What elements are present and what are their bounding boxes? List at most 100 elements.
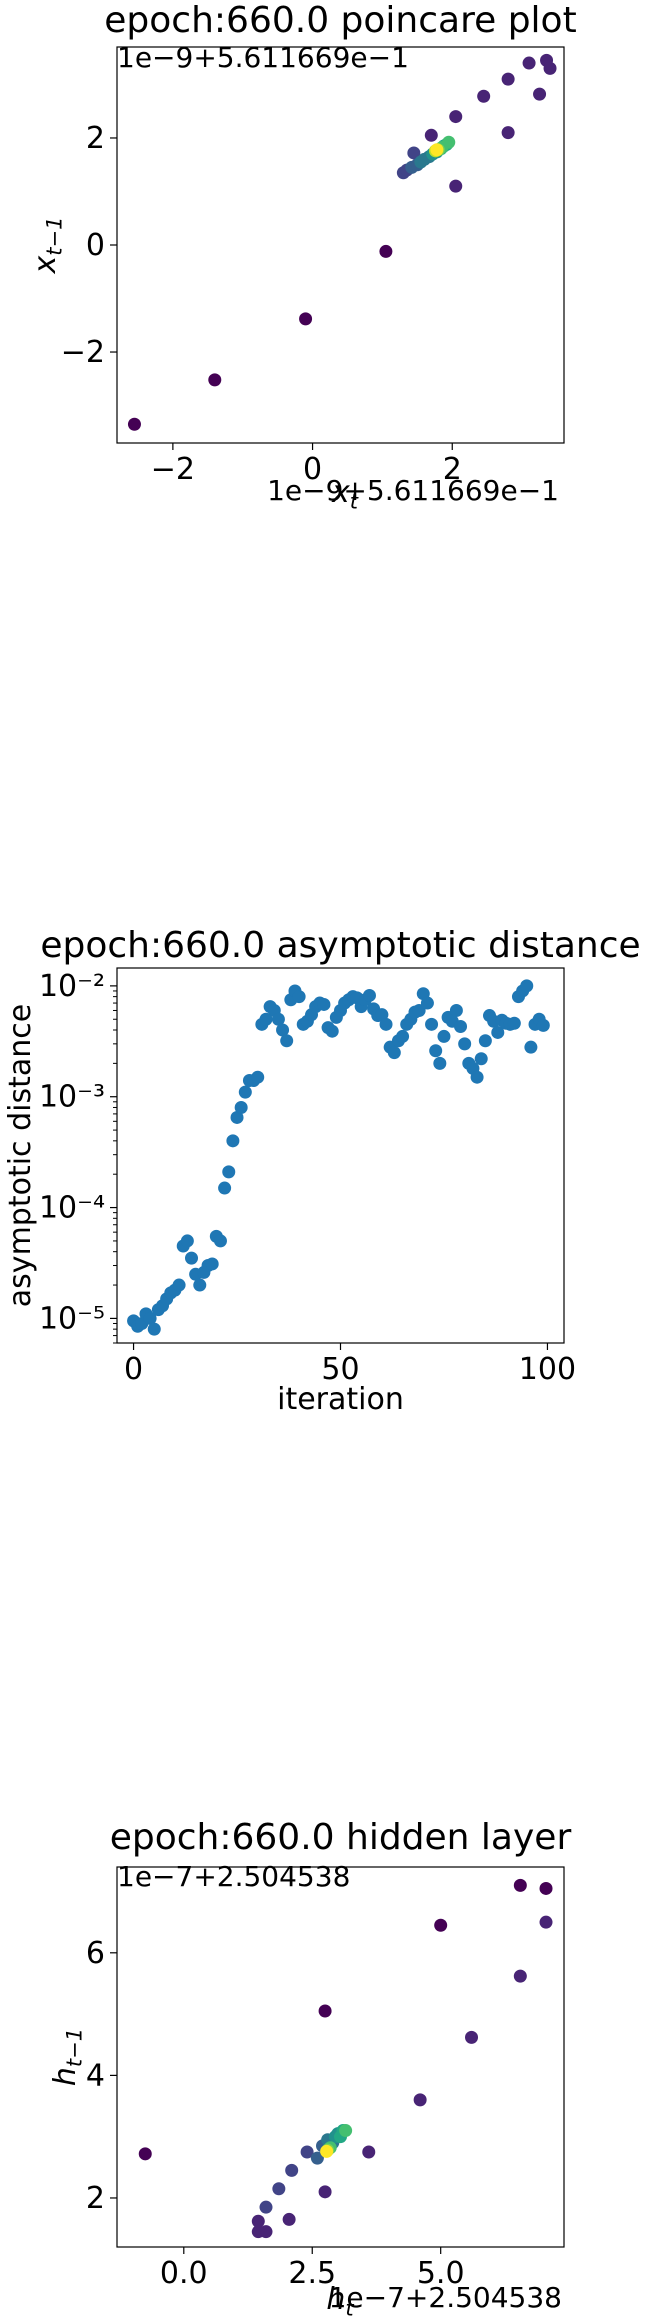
scatter-point xyxy=(317,997,331,1011)
scatter-point xyxy=(522,56,536,70)
scatter-point xyxy=(180,1234,194,1248)
scatter-point xyxy=(434,1918,448,1932)
scatter-point xyxy=(205,1257,219,1271)
scatter-point xyxy=(310,2151,324,2165)
chart-title: epoch:660.0 asymptotic distance xyxy=(40,925,640,966)
y-tick-label: 10⁻² xyxy=(39,969,105,1004)
scatter-point xyxy=(477,89,491,103)
scatter-point xyxy=(520,979,534,993)
y-tick-label: 2 xyxy=(86,121,105,156)
x-offset-label: 1e−7+2.504538 xyxy=(329,2281,562,2314)
y-tick-label: 10⁻⁵ xyxy=(39,1301,105,1336)
y-axis-label: xt−1 xyxy=(28,217,66,275)
scatter-point xyxy=(147,1322,161,1336)
x-tick-label: 0 xyxy=(303,452,322,487)
scatter-point xyxy=(238,1085,252,1099)
scatter-point xyxy=(230,1110,244,1124)
scatter-point xyxy=(318,2004,332,2018)
scatter-point xyxy=(213,1234,227,1248)
scatter-point xyxy=(320,2144,334,2158)
scatter-point xyxy=(127,417,141,431)
y-tick-label: 2 xyxy=(86,2181,105,2216)
scatter-point xyxy=(280,1034,294,1048)
y-tick-label: −2 xyxy=(61,335,105,370)
scatter-point xyxy=(437,1029,451,1043)
x-offset-label: 1e−9+5.611669e−1 xyxy=(267,474,559,507)
scatter-point xyxy=(259,1012,273,1026)
scatter-point xyxy=(433,1056,447,1070)
scatter-point xyxy=(185,1251,198,1265)
scatter-point xyxy=(218,1181,232,1195)
scatter-point xyxy=(501,72,515,86)
scatter-point xyxy=(282,2212,296,2226)
y-tick-label: 10⁻³ xyxy=(39,1080,105,1115)
scatter-point xyxy=(425,1017,439,1031)
chart-title: epoch:660.0 poincare plot xyxy=(104,0,576,41)
scatter-point xyxy=(271,1012,285,1026)
scatter-point xyxy=(449,1003,463,1017)
scatter-point xyxy=(407,146,421,160)
x-axis-label: iteration xyxy=(277,1382,404,1417)
scatter-point xyxy=(478,1034,492,1048)
scatter-point xyxy=(449,179,463,193)
scatter-point xyxy=(513,1969,527,1983)
scatter-point xyxy=(285,2163,299,2177)
scatter-point xyxy=(251,2214,265,2228)
y-offset-label: 1e−9+5.611669e−1 xyxy=(117,41,409,74)
scatter-point xyxy=(379,244,393,258)
scatter-point xyxy=(413,2093,427,2107)
x-tick-label: 5.0 xyxy=(417,2256,465,2291)
scatter-point xyxy=(208,373,222,387)
scatter-point xyxy=(387,1046,401,1060)
scatter-point xyxy=(501,126,515,140)
scatter-point xyxy=(362,2145,376,2159)
x-tick-label: 2 xyxy=(443,452,462,487)
scatter-point xyxy=(543,61,557,75)
scatter-point xyxy=(251,1070,265,1084)
scatter-point xyxy=(536,1018,550,1032)
scatter-point xyxy=(513,1878,527,1892)
scatter-points xyxy=(138,1878,553,2239)
y-axis-label: ht−1 xyxy=(48,2028,86,2086)
scatter-point xyxy=(491,1025,505,1039)
x-axis-label: xt xyxy=(331,475,359,513)
scatter-point xyxy=(259,2200,273,2214)
scatter-points xyxy=(127,53,557,431)
x-tick-label: 2.5 xyxy=(288,2256,336,2291)
scatter-point xyxy=(449,110,463,124)
scatter-point xyxy=(524,1040,538,1054)
scatter-point xyxy=(234,1100,248,1114)
scatter-point xyxy=(539,1915,553,1929)
scatter-point xyxy=(193,1278,207,1292)
scatter-point xyxy=(420,996,434,1010)
x-tick-label: 0.0 xyxy=(160,2256,208,2291)
x-tick-label: 0 xyxy=(124,1352,143,1387)
scatter-point xyxy=(474,1052,488,1066)
scatter-points xyxy=(127,979,550,1336)
scatter-point xyxy=(299,312,313,326)
plot-area xyxy=(116,46,565,444)
scatter-point xyxy=(172,1278,186,1292)
scatter-point xyxy=(458,1037,472,1051)
scatter-point xyxy=(300,2145,314,2159)
y-tick-label: 4 xyxy=(86,2058,105,2093)
scatter-point xyxy=(424,128,438,142)
y-axis-label: asymptotic distance xyxy=(3,1004,38,1307)
y-tick-label: 0 xyxy=(86,228,105,263)
scatter-point xyxy=(362,988,376,1002)
x-tick-label: −2 xyxy=(151,452,195,487)
scatter-point xyxy=(412,1003,426,1017)
scatter-point xyxy=(222,1165,236,1179)
scatter-point xyxy=(396,1029,410,1043)
y-tick-label: 10⁻⁴ xyxy=(39,1191,105,1226)
scatter-point xyxy=(379,1017,393,1031)
scatter-point xyxy=(507,1016,521,1030)
scatter-point xyxy=(539,1881,553,1895)
chart-title: epoch:660.0 hidden layer xyxy=(110,1817,572,1858)
scatter-point xyxy=(292,990,306,1004)
scatter-point xyxy=(325,1024,339,1038)
scatter-point xyxy=(276,1023,290,1037)
y-tick-label: 6 xyxy=(86,1936,105,1971)
scatter-point xyxy=(226,1134,240,1148)
